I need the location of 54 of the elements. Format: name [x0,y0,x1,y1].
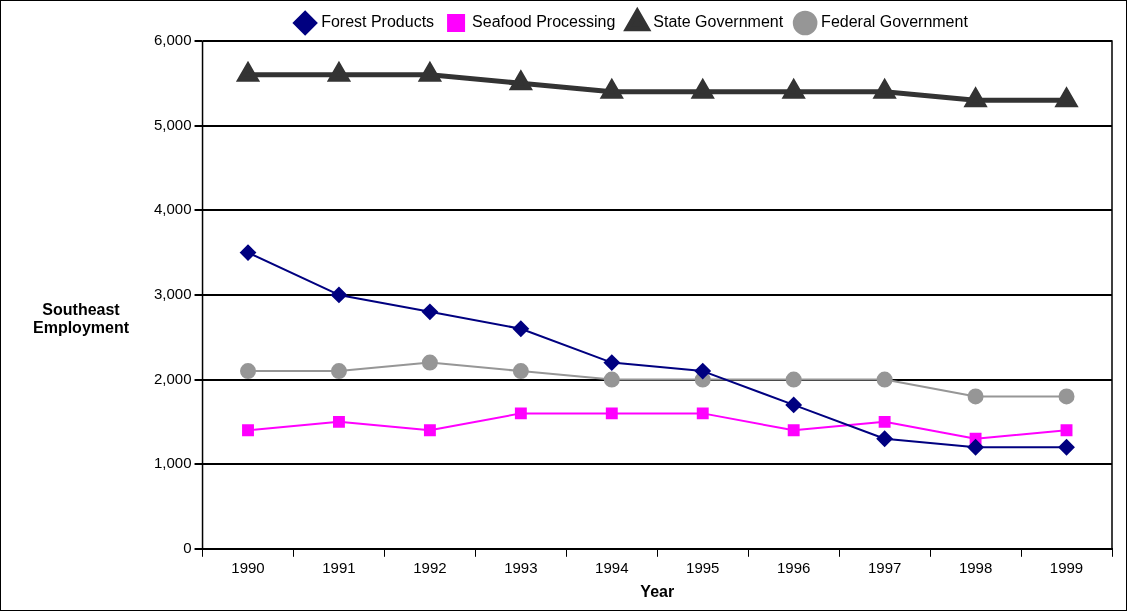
x-tick-label: 1993 [504,558,538,576]
legend-label: Seafood Processing [472,13,616,31]
point [240,363,257,380]
point [878,415,891,428]
x-tick-label: 1992 [413,558,447,576]
point [421,354,438,371]
point [508,69,533,91]
x-tick-label: 1996 [777,558,811,576]
x-tick-label: 1994 [595,558,629,576]
point [787,424,800,437]
x-tick-label: 1990 [231,558,265,576]
point [963,86,988,108]
point [696,407,709,420]
y-tick-label: 3,000 [153,285,192,303]
y-tick-label: 6,000 [153,31,192,49]
point [694,363,711,380]
x-tick-label: 1991 [322,558,356,576]
point [1058,388,1075,405]
x-tick-label: 1998 [958,558,993,576]
y-axis-title: Southeast Employment [32,301,130,337]
x-tick-label: 1997 [867,558,902,576]
y-tick-label: 4,000 [153,200,192,218]
x-tick-label: 1999 [1049,558,1084,576]
y-tick-label: 2,000 [153,369,192,387]
point [785,396,802,413]
point [603,354,620,371]
y-tick-label: 0 [183,538,192,556]
point [330,286,347,303]
point [240,244,257,261]
point [785,371,802,388]
point [333,415,345,428]
point [242,424,254,437]
point [1058,439,1075,456]
point [967,439,984,456]
point [605,407,618,420]
point [1054,86,1079,108]
x-tick-label: 1995 [686,558,720,576]
point [421,303,438,320]
legend-label: State Government [653,13,784,31]
legend-label: Federal Government [821,13,969,31]
y-tick-label: 1,000 [153,454,192,472]
point [967,388,984,405]
point [512,320,529,337]
point [1060,424,1073,437]
point [512,363,529,380]
point [423,424,436,437]
y-tick-label: 5,000 [153,115,192,133]
point [603,371,620,388]
point [876,430,893,447]
point [876,371,893,388]
legend-label: Forest Products [321,13,435,31]
point [330,363,347,380]
point [514,407,527,420]
x-axis-title: Year [640,582,675,600]
